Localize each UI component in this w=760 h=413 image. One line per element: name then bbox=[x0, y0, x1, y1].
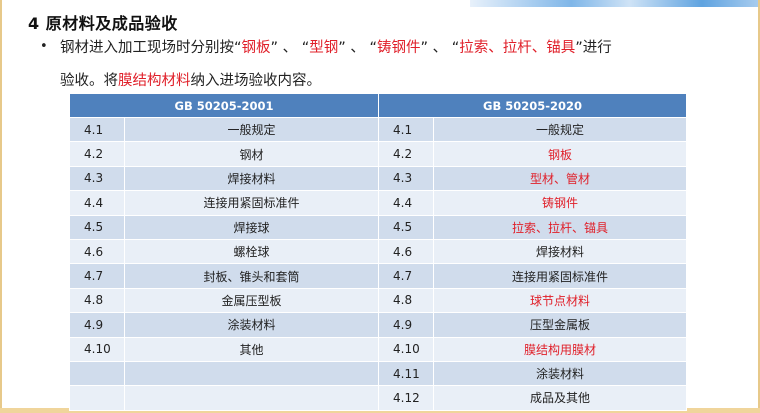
right-clause-number: 4.1 bbox=[378, 116, 434, 143]
left-clause-number: 4.7 bbox=[69, 263, 125, 289]
left-clause-title: 其他 bbox=[124, 336, 379, 362]
left-clause-number: 4.2 bbox=[69, 141, 125, 167]
left-clause-number: 4.3 bbox=[69, 165, 125, 192]
table-header-row: GB 50205-2001 GB 50205-2020 bbox=[69, 93, 687, 118]
separator: 、 bbox=[428, 40, 452, 56]
table-row: 4.6 螺栓球 4.6 焊接材料 bbox=[69, 238, 687, 265]
bottom-border bbox=[0, 408, 760, 413]
right-clause-number: 4.9 bbox=[378, 312, 434, 338]
text-segment: 纳入进场验收内容。 bbox=[190, 73, 322, 89]
left-clause-title: 连接用紧固标准件 bbox=[124, 190, 379, 216]
paragraph-line-1: 钢材进入加工现场时分别按“钢板” 、 “型钢” 、 “铸钢件” 、 “拉索、拉杆… bbox=[60, 36, 710, 57]
header-gb-2020: GB 50205-2020 bbox=[378, 93, 687, 118]
left-clause-number bbox=[69, 360, 125, 387]
left-clause-number: 4.4 bbox=[69, 190, 125, 216]
left-clause-title: 焊接球 bbox=[124, 214, 379, 240]
separator: 、 bbox=[278, 40, 302, 56]
left-clause-number: 4.9 bbox=[69, 312, 125, 338]
highlight-section-steel: 型钢 bbox=[309, 40, 339, 56]
right-clause-number: 4.10 bbox=[378, 336, 434, 362]
right-clause-title: 膜结构用膜材 bbox=[433, 336, 687, 362]
bullet-dot: • bbox=[40, 39, 48, 54]
left-clause-title: 焊接材料 bbox=[124, 165, 379, 192]
right-clause-number: 4.8 bbox=[378, 287, 434, 314]
right-clause-title: 铸钢件 bbox=[433, 190, 687, 216]
left-clause-title: 金属压型板 bbox=[124, 287, 379, 314]
left-clause-number: 4.8 bbox=[69, 287, 125, 314]
header-gb-2001: GB 50205-2001 bbox=[69, 93, 379, 118]
right-clause-title: 型材、管材 bbox=[433, 165, 687, 192]
right-clause-title: 焊接材料 bbox=[433, 238, 687, 265]
table-row: 4.7 封板、锥头和套筒 4.7 连接用紧固标准件 bbox=[69, 263, 687, 289]
table-body: 4.1 一般规定 4.1 一般规定 4.2 钢材 4.2 钢板 4.3 焊接材料 4.3 型材、管材 4… bbox=[69, 116, 687, 411]
quote-mark: ” bbox=[575, 40, 583, 56]
table-row: 4.8 金属压型板 4.8 球节点材料 bbox=[69, 287, 687, 314]
left-clause-title: 一般规定 bbox=[124, 116, 379, 143]
right-clause-number: 4.4 bbox=[378, 190, 434, 216]
quote-mark: “ bbox=[301, 40, 310, 56]
right-clause-title: 成品及其他 bbox=[433, 385, 687, 411]
left-clause-title bbox=[124, 360, 379, 387]
paragraph-line-2: 验收。将膜结构材料纳入进场验收内容。 bbox=[60, 69, 710, 90]
standards-comparison-table: GB 50205-2001 GB 50205-2020 4.1 一般规定 4.1 一般… bbox=[69, 93, 687, 411]
left-clause-number: 4.1 bbox=[69, 116, 125, 143]
left-clause-title: 封板、锥头和套筒 bbox=[124, 263, 379, 289]
quote-mark: ” bbox=[270, 40, 279, 56]
right-clause-number: 4.3 bbox=[378, 165, 434, 192]
header-decoration-strip bbox=[470, 0, 760, 7]
right-clause-title: 拉索、拉杆、锚具 bbox=[433, 214, 687, 240]
left-clause-number bbox=[69, 385, 125, 411]
left-clause-number: 4.6 bbox=[69, 238, 125, 265]
table-row: 4.11 涂装材料 bbox=[69, 360, 687, 387]
table-row: 4.9 涂装材料 4.9 压型金属板 bbox=[69, 312, 687, 338]
left-clause-title: 钢材 bbox=[124, 141, 379, 167]
left-clause-number: 4.5 bbox=[69, 214, 125, 240]
left-clause-number: 4.10 bbox=[69, 336, 125, 362]
right-clause-title: 钢板 bbox=[433, 141, 687, 167]
text-segment: 钢材进入加工现场时分别按 bbox=[60, 40, 234, 56]
right-clause-number: 4.5 bbox=[378, 214, 434, 240]
highlight-steel-plate: 钢板 bbox=[241, 40, 271, 56]
table-row: 4.4 连接用紧固标准件 4.4 铸钢件 bbox=[69, 190, 687, 216]
quote-mark: ” bbox=[420, 40, 429, 56]
right-clause-number: 4.6 bbox=[378, 238, 434, 265]
highlight-membrane-materials: 膜结构材料 bbox=[118, 73, 191, 89]
quote-mark: “ bbox=[451, 40, 460, 56]
right-clause-title: 球节点材料 bbox=[433, 287, 687, 314]
slide-title: 4 原材料及成品验收 bbox=[28, 14, 178, 33]
right-clause-number: 4.11 bbox=[378, 360, 434, 387]
right-clause-number: 4.7 bbox=[378, 263, 434, 289]
right-clause-title: 压型金属板 bbox=[433, 312, 687, 338]
right-clause-title: 涂装材料 bbox=[433, 360, 687, 387]
table-row: 4.3 焊接材料 4.3 型材、管材 bbox=[69, 165, 687, 192]
left-clause-title: 螺栓球 bbox=[124, 238, 379, 265]
text-segment: 进行 bbox=[582, 40, 612, 56]
quote-mark: “ bbox=[234, 40, 242, 56]
table-row: 4.5 焊接球 4.5 拉索、拉杆、锚具 bbox=[69, 214, 687, 240]
left-clause-title bbox=[124, 385, 379, 411]
right-clause-number: 4.12 bbox=[378, 385, 434, 411]
text-segment: 验收。将 bbox=[60, 73, 118, 89]
quote-mark: “ bbox=[369, 40, 378, 56]
table-row: 4.10 其他 4.10 膜结构用膜材 bbox=[69, 336, 687, 362]
left-clause-title: 涂装材料 bbox=[124, 312, 379, 338]
highlight-cast-steel: 铸钢件 bbox=[377, 40, 421, 56]
highlight-cables-rods-anchors: 拉索、拉杆、锚具 bbox=[459, 40, 576, 56]
left-border bbox=[0, 0, 2, 413]
table-row: 4.12 成品及其他 bbox=[69, 385, 687, 411]
right-clause-title: 一般规定 bbox=[433, 116, 687, 143]
table-row: 4.1 一般规定 4.1 一般规定 bbox=[69, 116, 687, 143]
table-row: 4.2 钢材 4.2 钢板 bbox=[69, 141, 687, 167]
separator: 、 bbox=[345, 40, 370, 56]
right-clause-number: 4.2 bbox=[378, 141, 434, 167]
right-clause-title: 连接用紧固标准件 bbox=[433, 263, 687, 289]
quote-mark: ” bbox=[338, 40, 346, 56]
right-border bbox=[758, 0, 760, 413]
